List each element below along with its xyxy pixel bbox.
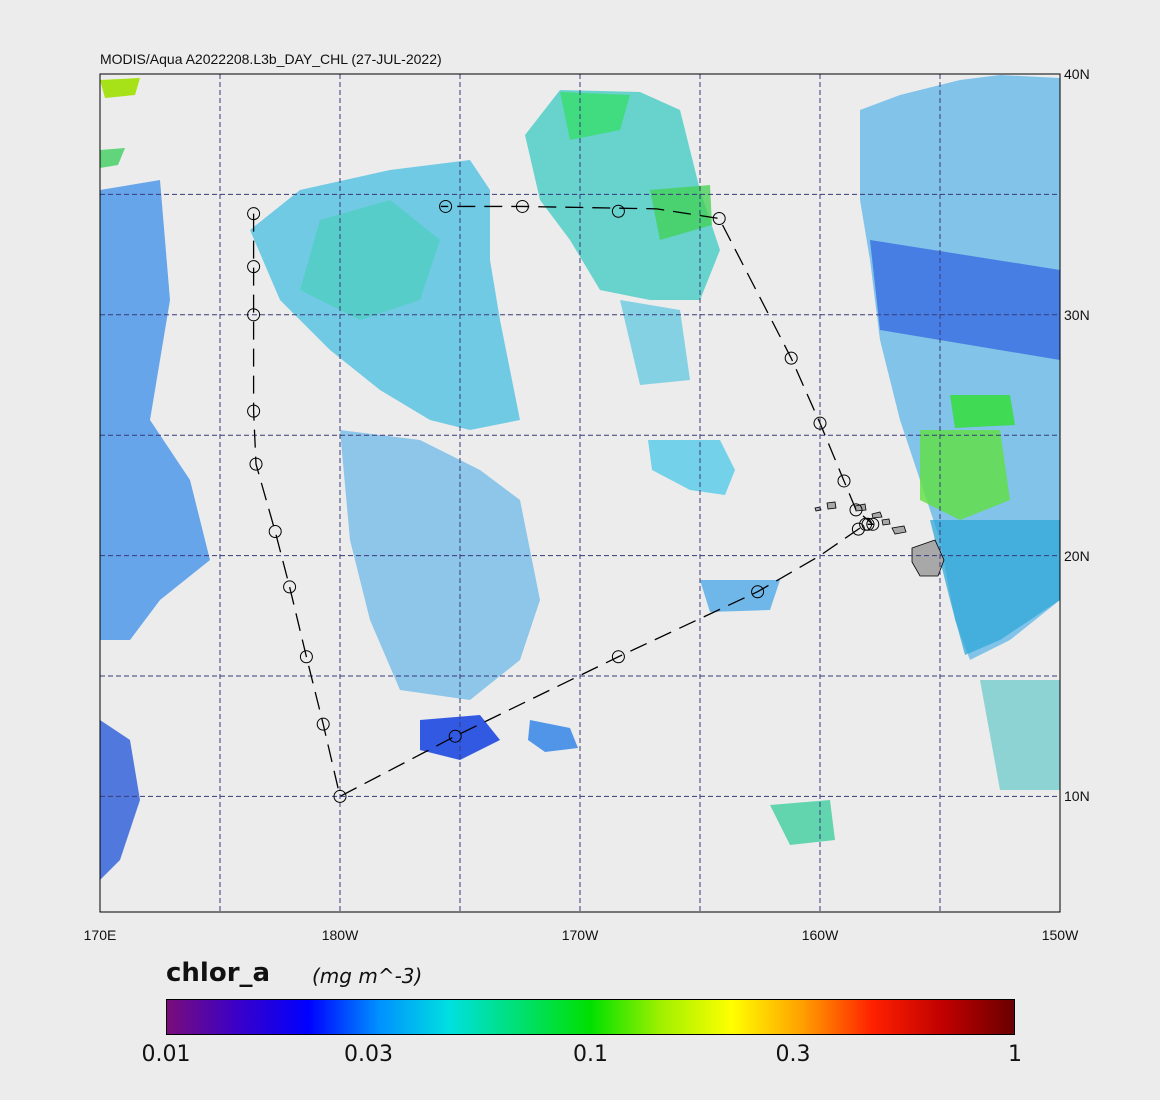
longitude-label: 170E (83, 927, 117, 943)
map-title: MODIS/Aqua A2022208.L3b_DAY_CHL (27-JUL-… (100, 51, 442, 67)
hawaii-islands (814, 501, 945, 577)
track-waypoint (515, 199, 529, 213)
map-frame (99, 73, 1061, 913)
track-waypoint (316, 717, 330, 731)
track-waypoint (268, 525, 282, 539)
colorbar-tick-label: 0.3 (775, 1042, 811, 1067)
track-waypoint (866, 517, 880, 531)
longitude-label: 170W (561, 927, 599, 943)
colorbar-tick-label: 0.1 (573, 1042, 608, 1067)
track-waypoint (611, 204, 625, 218)
track-waypoint (861, 517, 875, 531)
graticule (100, 74, 1060, 912)
longitude-label: 150W (1041, 927, 1079, 943)
track-waypoint (247, 404, 261, 418)
track-waypoint (247, 308, 261, 322)
longitude-label: 160W (801, 927, 839, 943)
track-waypoint (784, 351, 798, 365)
colorbar (166, 999, 1015, 1035)
flight-track (247, 199, 880, 803)
latitude-label: 10N (1064, 788, 1090, 805)
latitude-label: 40N (1064, 66, 1090, 82)
colorbar-units: (mg m^-3) (312, 964, 423, 988)
longitude-label: 180W (321, 927, 359, 943)
chlorophyll-swaths (100, 75, 1060, 880)
track-waypoint (849, 503, 863, 517)
track-waypoint (299, 650, 313, 664)
track-waypoint (283, 580, 297, 594)
track-waypoint (448, 729, 462, 743)
track-waypoint (837, 474, 851, 488)
track-line (252, 205, 875, 798)
colorbar-tick-label: 0.03 (344, 1042, 394, 1067)
latitude-label: 20N (1064, 547, 1090, 564)
track-waypoint (751, 585, 765, 599)
track-waypoint (247, 207, 261, 221)
track-waypoint (439, 199, 453, 213)
colorbar-tick-label: 1 (1008, 1042, 1022, 1067)
track-waypoint (247, 260, 261, 274)
track-waypoint (333, 789, 347, 803)
track-waypoint (249, 457, 263, 471)
track-waypoint (611, 650, 625, 664)
latitude-label: 30N (1064, 306, 1090, 323)
track-waypoint (712, 211, 726, 225)
colorbar-tick-label: 0.01 (141, 1042, 191, 1067)
colorbar-title: chlor_a (166, 958, 271, 988)
track-waypoint (813, 416, 827, 430)
